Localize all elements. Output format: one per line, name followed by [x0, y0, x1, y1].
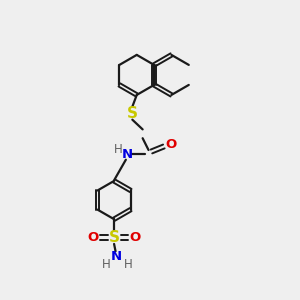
Text: O: O	[88, 231, 99, 244]
Text: N: N	[122, 148, 133, 161]
Text: H: H	[113, 143, 122, 157]
Text: H: H	[124, 258, 133, 271]
Text: S: S	[109, 230, 120, 245]
Text: O: O	[165, 138, 176, 151]
Text: S: S	[127, 106, 138, 121]
Text: N: N	[111, 250, 122, 263]
Text: O: O	[129, 231, 140, 244]
Text: H: H	[101, 258, 110, 271]
